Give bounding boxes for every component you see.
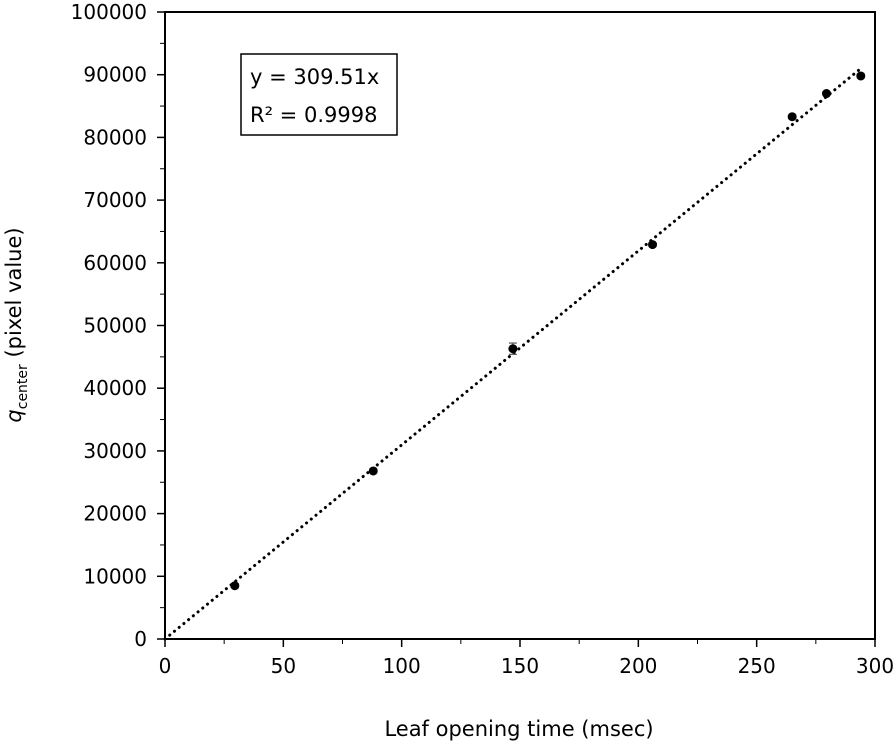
y-axis-ticks: 0 10000 20000 30000 40000 50000 60000 70000 8000… [71,0,165,651]
y-tick-label: 40000 [83,376,147,400]
data-point [508,344,518,354]
y-tick-label: 0 [134,627,147,651]
y-tick-label: 10000 [83,564,147,588]
x-tick-label: 150 [501,654,539,678]
data-point [856,71,866,81]
data-point [787,112,797,122]
data-point [368,466,378,476]
y-axis-title: qcenter (pixel value) [2,227,31,422]
x-tick-label: 200 [619,654,657,678]
y-tick-label: 70000 [83,188,147,212]
y-tick-label: 30000 [83,439,147,463]
x-tick-label: 300 [856,654,894,678]
trendline-equation-box: y = 309.51x R² = 0.9998 [240,53,398,136]
y-tick-label: 20000 [83,502,147,526]
x-axis-ticks: 0 50 100 150 200 250 300 [159,639,894,678]
x-tick-label: 0 [159,654,172,678]
y-axis-title-subscript: center [15,364,31,409]
x-tick-label: 250 [738,654,776,678]
plot-area-frame [164,11,876,640]
x-axis-title: Leaf opening time (msec) [384,717,653,741]
r-squared-line: R² = 0.9998 [250,103,377,127]
y-tick-label: 100000 [71,0,147,24]
data-point [230,581,240,591]
equation-line: y = 309.51x [250,65,379,89]
y-axis-title-symbol: q [2,409,26,422]
y-axis-title-rest: (pixel value) [2,227,26,364]
y-tick-label: 80000 [83,125,147,149]
data-point [821,89,831,99]
equation-box-border [240,53,398,136]
y-tick-label: 50000 [83,314,147,338]
y-tick-label: 60000 [83,251,147,275]
y-tick-label: 90000 [83,63,147,87]
x-tick-label: 100 [383,654,421,678]
data-point [648,240,658,250]
x-tick-label: 50 [271,654,296,678]
data-points [230,71,866,591]
